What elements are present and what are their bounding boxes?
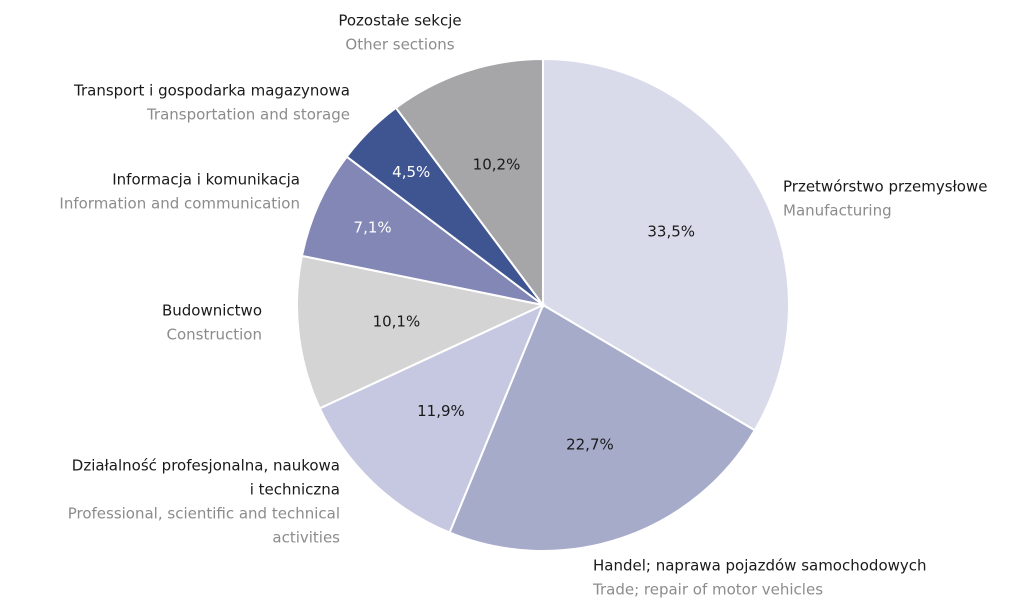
category-label: Budownictwo xyxy=(162,302,262,320)
category-label: Handel; naprawa pojazdów samochodowych xyxy=(593,557,927,575)
category-label: Informacja i komunikacja xyxy=(112,171,300,189)
category-label-en: Manufacturing xyxy=(783,202,892,220)
category-label-en: Construction xyxy=(166,326,262,344)
data-label: 4,5% xyxy=(392,163,430,181)
category-label: Pozostałe sekcje xyxy=(338,12,461,30)
category-label-en: Trade; repair of motor vehicles xyxy=(592,581,823,599)
category-label-en: Information and communication xyxy=(59,195,300,213)
category-label: i techniczna xyxy=(250,481,340,499)
data-label: 10,1% xyxy=(373,313,421,331)
data-label: 11,9% xyxy=(417,402,465,420)
category-label-en: activities xyxy=(272,529,340,547)
pie-slice xyxy=(296,254,547,410)
pie-slice xyxy=(542,57,790,432)
category-label-en: Other sections xyxy=(345,36,454,54)
category-label-en: Professional, scientific and technical xyxy=(68,505,340,523)
data-label: 33,5% xyxy=(647,222,695,240)
data-label: 10,2% xyxy=(473,155,521,173)
category-label: Transport i gospodarka magazynowa xyxy=(73,82,350,100)
pie-slice xyxy=(394,57,544,309)
pie-slice xyxy=(448,303,757,552)
data-label: 22,7% xyxy=(566,435,614,453)
pie-slice xyxy=(300,155,544,306)
category-label-en: Transportation and storage xyxy=(146,106,350,124)
data-label: 7,1% xyxy=(354,219,392,237)
category-label: Przetwórstwo przemysłowe xyxy=(783,178,988,196)
category-label: Działalność profesjonalna, naukowa xyxy=(72,457,340,475)
pie-slice xyxy=(318,303,545,534)
